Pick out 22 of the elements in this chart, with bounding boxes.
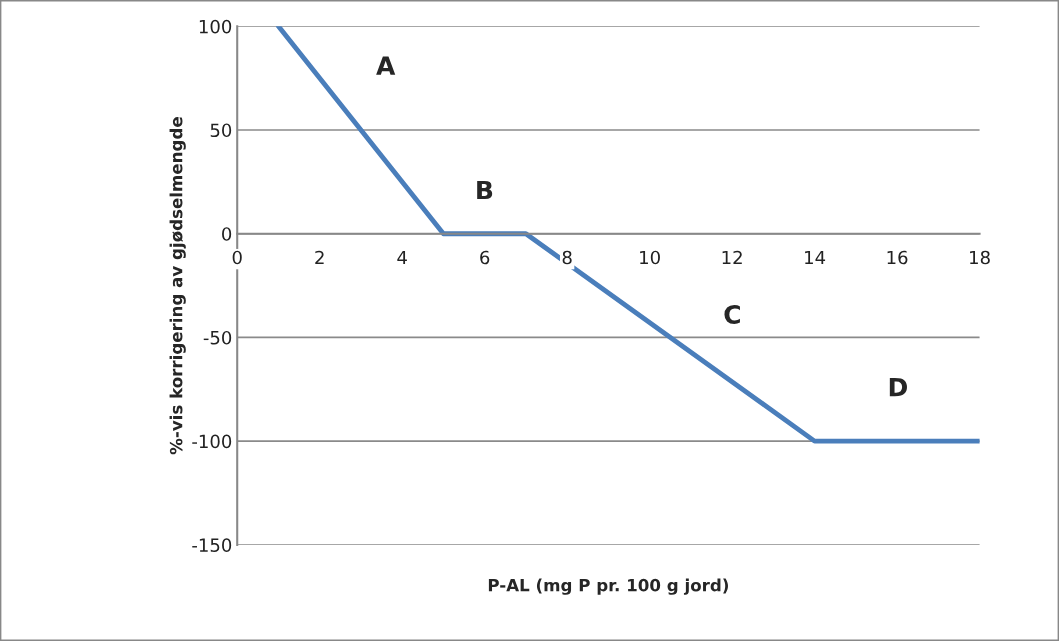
y-tick-label: 50: [210, 123, 232, 138]
x-tick-label: 16: [887, 250, 908, 265]
y-tick-label: 0: [222, 227, 232, 241]
x-tick-label: 4: [397, 250, 407, 265]
x-tick-label: 0: [232, 250, 242, 265]
y-tick-label: -50: [203, 330, 232, 345]
x-tick-label: 12: [722, 250, 742, 265]
x-tick-label: 14: [805, 250, 826, 265]
annotation: B: [477, 180, 493, 200]
x-tick-label: 18: [970, 250, 990, 265]
x-tick-label: 10: [640, 250, 660, 265]
y-tick-label: -100: [192, 434, 232, 449]
y-tick-label: -150: [192, 538, 232, 552]
y-axis-title: %-vis korrigering av gjødselmengde: [169, 117, 186, 455]
y-tick-label: 100: [199, 19, 232, 34]
annotation: D: [889, 377, 907, 397]
x-tick-label: 2: [315, 250, 324, 265]
x-axis-title: P-AL (mg P pr. 100 g jord): [488, 578, 728, 595]
x-tick-label: 8: [562, 250, 572, 265]
x-tick-label: 6: [480, 250, 490, 265]
annotation: C: [724, 305, 740, 324]
annotation: A: [376, 56, 396, 75]
